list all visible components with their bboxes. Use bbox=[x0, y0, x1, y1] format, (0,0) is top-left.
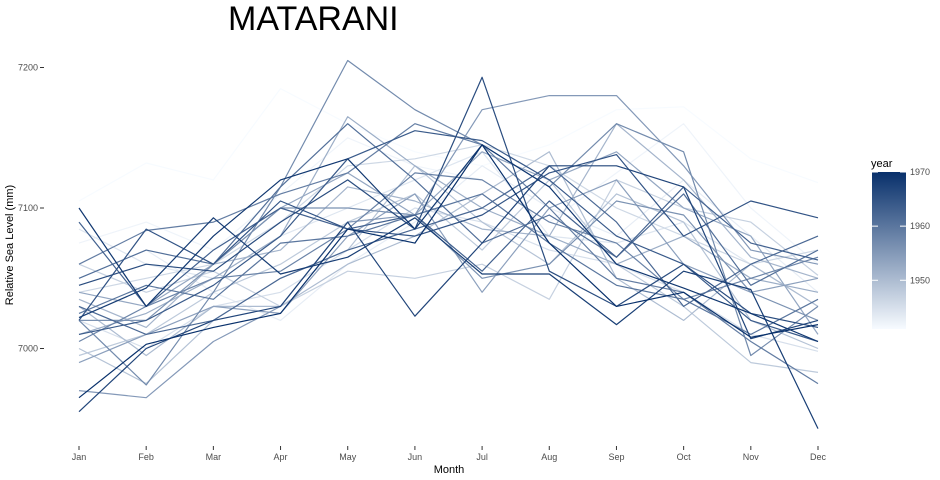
x-tick-label: Dec bbox=[810, 452, 827, 462]
x-tick-label: Sep bbox=[608, 452, 624, 462]
series-line-1949 bbox=[78, 165, 819, 385]
legend-ticks: 1950 1960 1970 bbox=[872, 167, 930, 285]
series-line-1966 bbox=[78, 76, 819, 328]
y-tick-label: 7000 bbox=[18, 344, 38, 354]
y-axis: 7000 7100 7200 bbox=[18, 63, 44, 354]
legend-tick-label: 1970 bbox=[910, 167, 930, 177]
x-tick-label: Mar bbox=[206, 452, 222, 462]
x-axis-label: Month bbox=[434, 464, 465, 476]
x-tick-label: Feb bbox=[138, 452, 154, 462]
legend-tick-label: 1950 bbox=[910, 275, 930, 285]
legend-tick-label: 1960 bbox=[910, 221, 930, 231]
x-tick-label: Aug bbox=[541, 452, 557, 462]
series-line-1942 bbox=[78, 123, 819, 265]
series-line-1955 bbox=[78, 94, 819, 399]
x-tick-label: Jan bbox=[72, 452, 87, 462]
series-line-1961 bbox=[78, 123, 819, 286]
series-lines bbox=[78, 59, 819, 429]
x-axis: Jan Feb Mar Apr May Jun Jul Aug Sep Oct Nov Dec bbox=[72, 446, 827, 462]
x-tick-label: May bbox=[339, 452, 357, 462]
series-line-1958 bbox=[78, 172, 819, 343]
x-tick-label: Nov bbox=[743, 452, 760, 462]
series-line-1969 bbox=[78, 144, 819, 343]
series-line-1960 bbox=[78, 193, 819, 335]
series-line-1965 bbox=[78, 154, 819, 321]
legend: year 1950 1960 1970 bbox=[871, 158, 930, 329]
x-tick-label: Jul bbox=[476, 452, 488, 462]
y-axis-label: Relative Sea Level (mm) bbox=[4, 185, 16, 305]
series-line-1951 bbox=[78, 123, 819, 328]
series-line-1948 bbox=[78, 179, 819, 373]
x-tick-label: Jun bbox=[408, 452, 423, 462]
series-line-1944 bbox=[78, 151, 819, 307]
series-line-1964 bbox=[78, 130, 819, 343]
y-tick-label: 7200 bbox=[18, 63, 38, 73]
chart-title: MATARANI bbox=[228, 0, 399, 38]
legend-title: year bbox=[871, 158, 893, 170]
series-line-1967 bbox=[78, 165, 819, 413]
series-line-1957 bbox=[78, 59, 819, 386]
series-line-1970 bbox=[78, 144, 819, 399]
series-line-1963 bbox=[78, 186, 819, 307]
series-line-1941 bbox=[78, 87, 819, 202]
x-tick-label: Oct bbox=[677, 452, 692, 462]
x-tick-label: Apr bbox=[274, 452, 288, 462]
legend-colorbar bbox=[872, 172, 906, 329]
series-line-1968 bbox=[78, 217, 819, 429]
y-tick-label: 7100 bbox=[18, 203, 38, 213]
